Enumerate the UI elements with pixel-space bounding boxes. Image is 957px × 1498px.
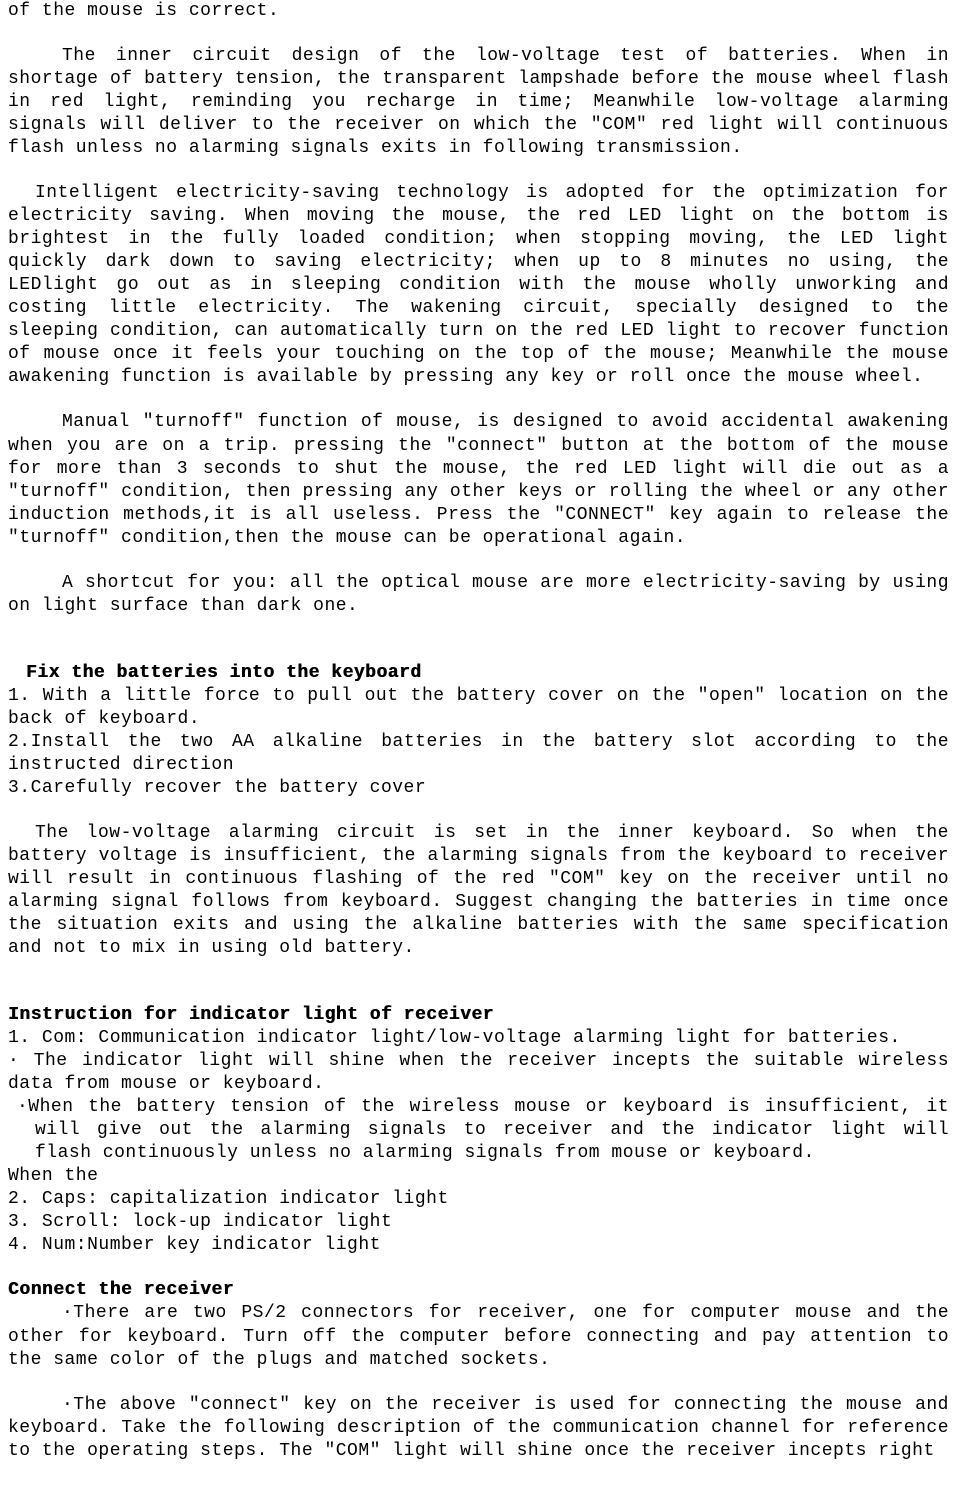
paragraph: Manual "turnoff" function of mouse, is d… bbox=[8, 411, 949, 549]
document-page: of the mouse is correct. The inner circu… bbox=[0, 0, 957, 1471]
list-item: 4. Num:Number key indicator light bbox=[8, 1234, 949, 1257]
heading-fix-batteries: Fix the batteries into the keyboard bbox=[8, 662, 949, 685]
list-item: 1. Com: Communication indicator light/lo… bbox=[8, 1027, 949, 1050]
paragraph: The low-voltage alarming circuit is set … bbox=[8, 822, 949, 960]
blank-line bbox=[8, 618, 949, 640]
blank-line bbox=[8, 800, 949, 822]
list-item: 3. Scroll: lock-up indicator light bbox=[8, 1211, 949, 1234]
paragraph: The inner circuit design of the low-volt… bbox=[8, 45, 949, 160]
heading-connect-receiver: Connect the receiver bbox=[8, 1279, 949, 1302]
heading-indicator-light: Instruction for indicator light of recei… bbox=[8, 1004, 949, 1027]
paragraph: Intelligent electricity-saving technolog… bbox=[8, 182, 949, 389]
blank-line bbox=[8, 1257, 949, 1279]
bullet-item: ·The above "connect" key on the receiver… bbox=[8, 1394, 949, 1463]
blank-line bbox=[8, 389, 949, 411]
blank-line bbox=[8, 160, 949, 182]
paragraph-fragment: When the bbox=[8, 1165, 949, 1188]
list-item: 3.Carefully recover the battery cover bbox=[8, 777, 949, 800]
blank-line bbox=[8, 982, 949, 1004]
paragraph: A shortcut for you: all the optical mous… bbox=[8, 572, 949, 618]
blank-line bbox=[8, 1372, 949, 1394]
blank-line bbox=[8, 640, 949, 662]
list-item: 1. With a little force to pull out the b… bbox=[8, 685, 949, 731]
paragraph: of the mouse is correct. bbox=[8, 0, 949, 23]
list-item: 2.Install the two AA alkaline batteries … bbox=[8, 731, 949, 777]
list-item: 2. Caps: capitalization indicator light bbox=[8, 1188, 949, 1211]
bullet-item: ·There are two PS/2 connectors for recei… bbox=[8, 1302, 949, 1371]
bullet-item: ·When the battery tension of the wireles… bbox=[8, 1096, 949, 1165]
blank-line bbox=[8, 550, 949, 572]
blank-line bbox=[8, 960, 949, 982]
blank-line bbox=[8, 23, 949, 45]
bullet-item: · The indicator light will shine when th… bbox=[8, 1050, 949, 1096]
